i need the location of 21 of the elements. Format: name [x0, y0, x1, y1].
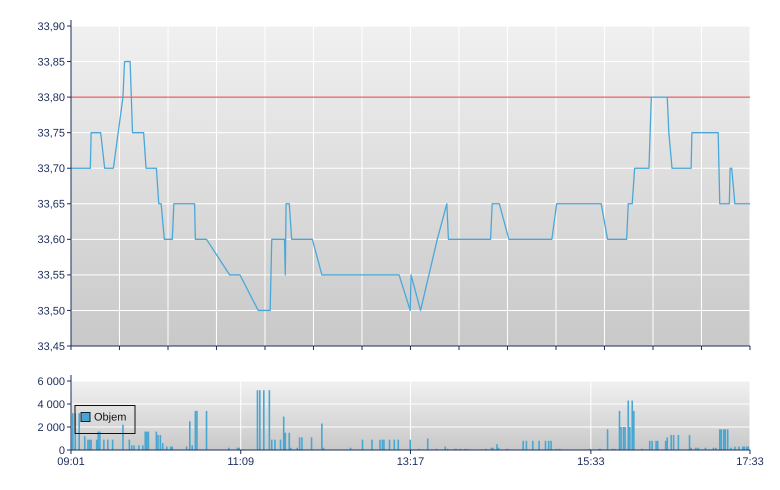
y-tick-label: 33,55	[37, 270, 65, 282]
y-tick-label: 6 000	[37, 376, 65, 388]
y-tick-label: 33,65	[37, 198, 65, 211]
line-series	[70, 60, 751, 312]
legend-label: Objem	[94, 412, 126, 424]
y-tick-label: 4 000	[37, 398, 65, 411]
y-tick-label: 33,70	[37, 163, 65, 176]
x-tick-label: 15:33	[577, 456, 605, 468]
y-tick-label: 0	[58, 444, 65, 457]
x-tick-label: 11:09	[227, 456, 254, 468]
y-tick-label: 2 000	[37, 422, 65, 434]
y-tick-label: 33,85	[37, 56, 65, 68]
y-tick-label: 33,75	[37, 128, 65, 140]
x-tick-label: 13:17	[396, 456, 424, 468]
x-tick-label: 09:01	[57, 456, 85, 468]
y-tick-label: 33,90	[37, 20, 65, 33]
y-tick-label: 33,45	[37, 340, 65, 353]
y-tick-label: 33,80	[37, 92, 65, 104]
x-tick-label: 17:33	[736, 456, 764, 468]
y-tick-label: 33,50	[37, 305, 65, 318]
y-tick-label: 33,60	[37, 234, 65, 246]
